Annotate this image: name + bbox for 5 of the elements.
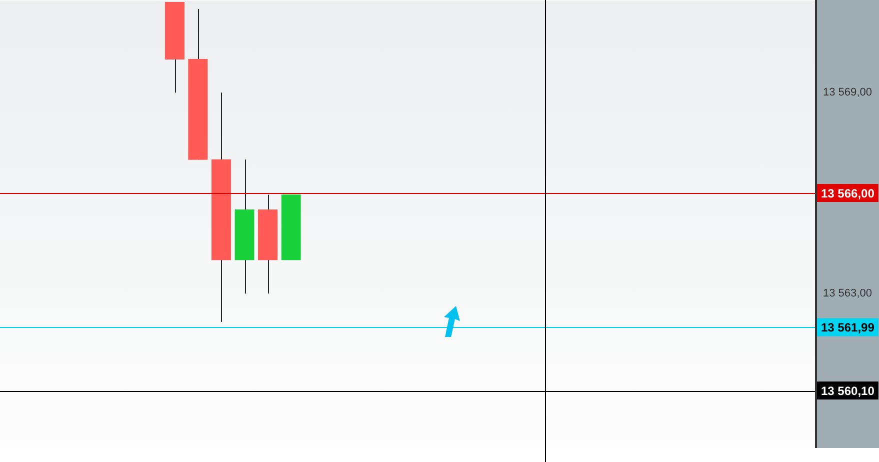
y-tick-label: 13 569,00 bbox=[823, 86, 872, 99]
y-tick-label: 13 563,00 bbox=[823, 287, 872, 300]
ref-line-label: 13 561,99 bbox=[821, 320, 875, 335]
ref-line-label: 13 560,10 bbox=[821, 384, 875, 398]
ref-line-label: 13 566,00 bbox=[821, 186, 875, 200]
